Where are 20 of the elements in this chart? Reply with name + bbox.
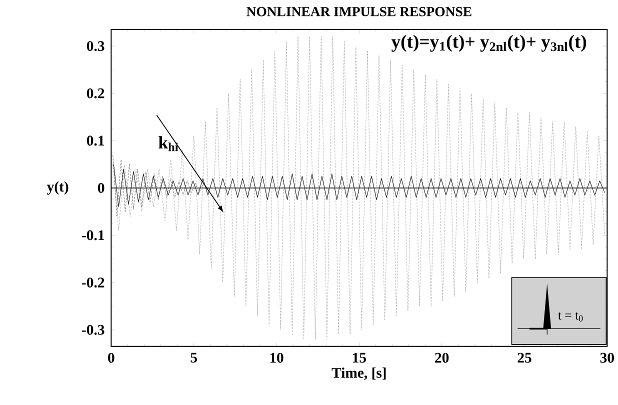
x-tick-label: 30	[600, 352, 614, 363]
y-tick-label: 0.2	[86, 88, 104, 98]
x-tick-label: 5	[190, 352, 197, 362]
x-tick-label: 0	[108, 352, 114, 363]
x-tick-label: 25	[518, 352, 532, 362]
x-axis-title: Time, [s]	[332, 367, 386, 380]
annotation: y(t)=y$_{1}$(t)+ y$_{2nl}$(t)+ y$_{3nl}$(t)	[391, 34, 586, 52]
x-tick-label: 20	[435, 352, 449, 363]
y-tick-label: 0.3	[86, 40, 104, 51]
y-tick-label: 0.1	[86, 135, 104, 146]
y-axis-title: y(t)	[46, 181, 68, 194]
y-tick-label: -0.3	[82, 324, 104, 335]
chart-title: NONLINEAR IMPULSE RESPONSE	[246, 6, 472, 16]
y-tick-label: 0	[98, 182, 104, 193]
y-tick-label: -0.2	[82, 277, 104, 288]
annotation: t = t$_{0}$	[558, 312, 583, 322]
x-tick-label: 15	[353, 352, 366, 362]
x-tick-label: 10	[270, 352, 284, 363]
y-tick-label: -0.1	[82, 230, 104, 240]
annotation: k$_{hi}$	[158, 136, 178, 151]
